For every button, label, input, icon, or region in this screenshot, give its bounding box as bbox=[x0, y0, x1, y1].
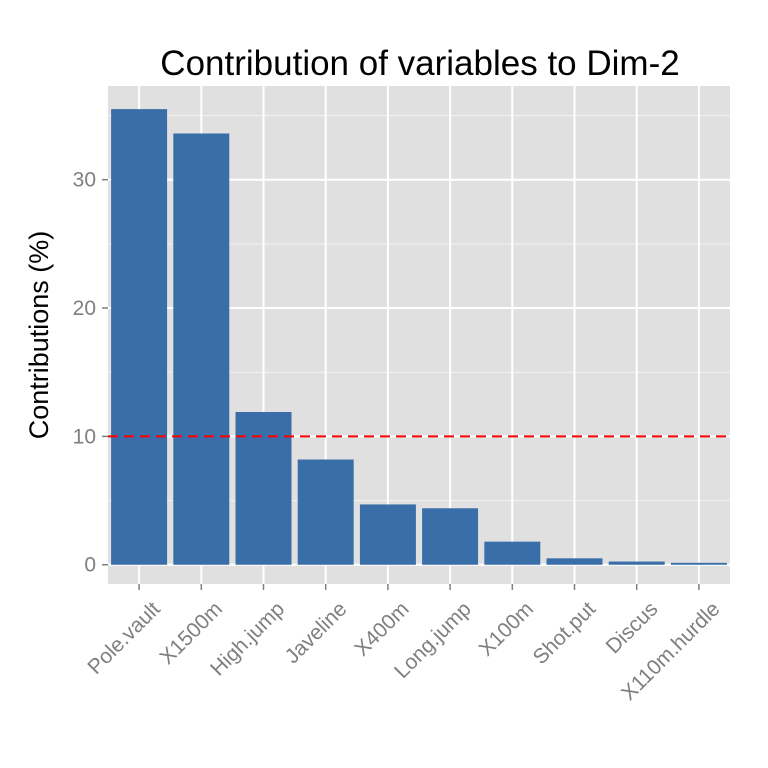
bar-x400m bbox=[359, 504, 416, 565]
y-tick-label: 20 bbox=[73, 297, 96, 320]
x-axis: Pole.vaultX1500mHigh.jumpJavelineX400mLo… bbox=[83, 584, 725, 705]
x-tick-label: Javeline bbox=[281, 597, 352, 668]
x-tick-label: X400m bbox=[350, 597, 413, 660]
x-tick-label: Pole.vault bbox=[83, 597, 165, 679]
y-tick-label: 10 bbox=[73, 425, 96, 448]
bar-javeline bbox=[297, 459, 354, 565]
bar-discus bbox=[608, 561, 665, 565]
chart-title: Contribution of variables to Dim-2 bbox=[160, 44, 679, 83]
bar-x1500m bbox=[173, 133, 230, 565]
x-tick-label: X100m bbox=[475, 597, 538, 660]
y-tick-label: 30 bbox=[73, 169, 96, 192]
y-axis-title: Contributions (%) bbox=[24, 231, 54, 440]
bar-pole-vault bbox=[111, 109, 168, 565]
bars bbox=[111, 109, 727, 565]
bar-high-jump bbox=[235, 412, 292, 565]
y-axis: 0 10 20 30 bbox=[73, 169, 108, 577]
x-tick-label: Discus bbox=[602, 597, 663, 658]
bar-shot-put bbox=[546, 558, 603, 565]
bar-long-jump bbox=[422, 508, 479, 565]
bar-x110m-hurdle bbox=[670, 562, 727, 565]
x-tick-label: Shot.put bbox=[529, 597, 601, 669]
y-tick-label: 0 bbox=[84, 554, 96, 577]
bar-x100m bbox=[484, 541, 541, 565]
